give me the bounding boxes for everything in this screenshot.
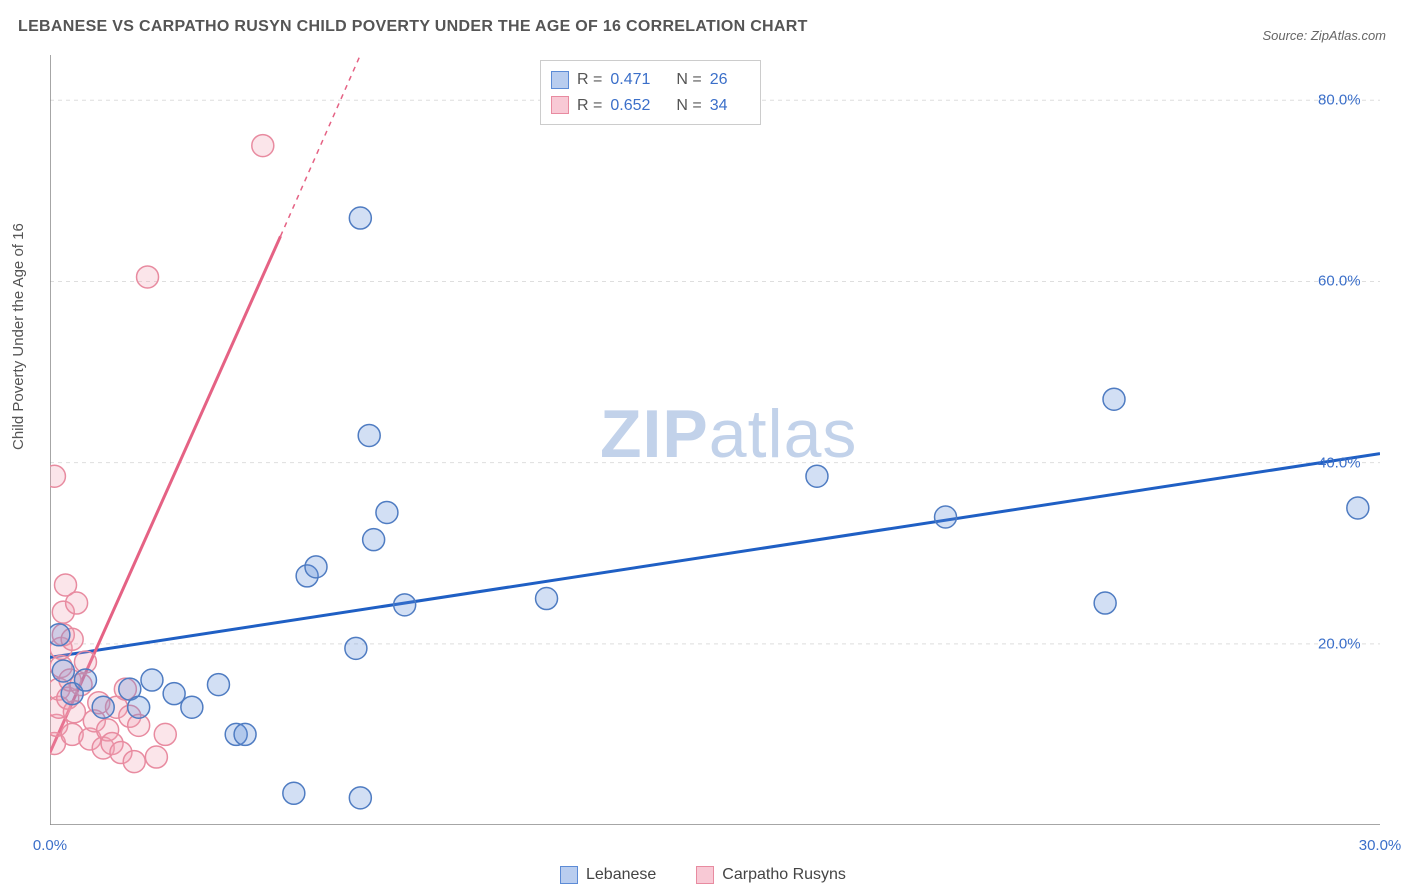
stats-swatch (551, 71, 569, 89)
y-tick-label: 60.0% (1318, 273, 1361, 290)
legend-item: Lebanese (560, 866, 656, 884)
stats-row: R = 0.471 N = 26 (551, 67, 746, 93)
chart-title: LEBANESE VS CARPATHO RUSYN CHILD POVERTY… (18, 18, 808, 36)
stats-swatch (551, 96, 569, 114)
y-tick-label: 40.0% (1318, 454, 1361, 471)
y-axis-label: Child Poverty Under the Age of 16 (10, 223, 27, 450)
r-label: R = (577, 67, 602, 93)
n-value: 26 (710, 67, 728, 93)
legend-item: Carpatho Rusyns (696, 866, 846, 884)
legend-label: Carpatho Rusyns (722, 866, 846, 884)
legend-swatch (696, 866, 714, 884)
r-label: R = (577, 93, 602, 119)
x-tick-label: 30.0% (1359, 837, 1402, 854)
legend: Lebanese Carpatho Rusyns (560, 866, 846, 884)
r-value: 0.652 (610, 93, 650, 119)
source-attribution: Source: ZipAtlas.com (1262, 28, 1386, 43)
legend-label: Lebanese (586, 866, 656, 884)
n-label: N = (676, 67, 701, 93)
r-value: 0.471 (610, 67, 650, 93)
stats-box: R = 0.471 N = 26 R = 0.652 N = 34 (540, 60, 761, 125)
x-tick-label: 0.0% (33, 837, 67, 854)
y-tick-label: 80.0% (1318, 92, 1361, 109)
stats-row: R = 0.652 N = 34 (551, 93, 746, 119)
scatter-plot (50, 55, 1380, 825)
n-label: N = (676, 93, 701, 119)
legend-swatch (560, 866, 578, 884)
y-tick-label: 20.0% (1318, 635, 1361, 652)
n-value: 34 (710, 93, 728, 119)
